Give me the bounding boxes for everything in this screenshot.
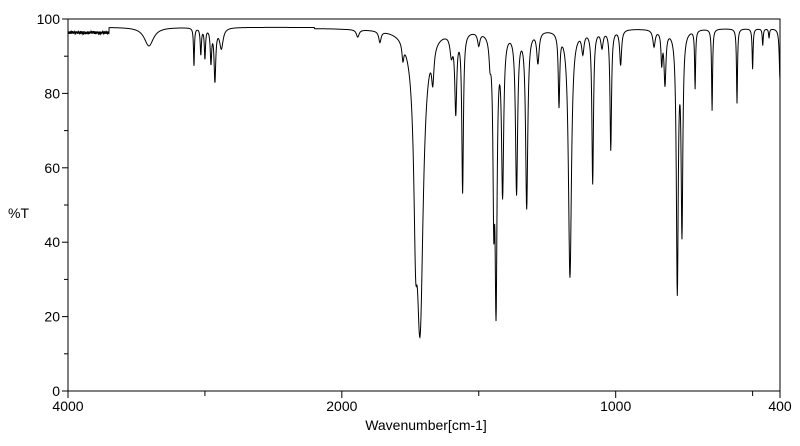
- y-tick-label: 100: [37, 11, 61, 27]
- y-tick-label: 0: [52, 383, 60, 399]
- x-axis-label: Wavenumber[cm-1]: [365, 417, 487, 433]
- y-tick-label: 20: [44, 309, 60, 325]
- y-tick-label: 80: [44, 85, 60, 101]
- y-tick-label: 40: [44, 234, 60, 250]
- x-axis: 4000 2000 1000 400: [52, 391, 792, 414]
- spectrum-line: [67, 26, 781, 339]
- y-tick-label: 60: [44, 160, 60, 176]
- x-tick-label: 2000: [326, 398, 357, 414]
- y-axis-label: %T: [8, 205, 29, 221]
- x-tick-label: 1000: [600, 398, 631, 414]
- x-tick-label: 4000: [52, 398, 83, 414]
- plot-frame: [67, 18, 781, 392]
- y-axis: 0 20 40 60 80 100: [37, 11, 68, 399]
- x-tick-label: 400: [768, 398, 792, 414]
